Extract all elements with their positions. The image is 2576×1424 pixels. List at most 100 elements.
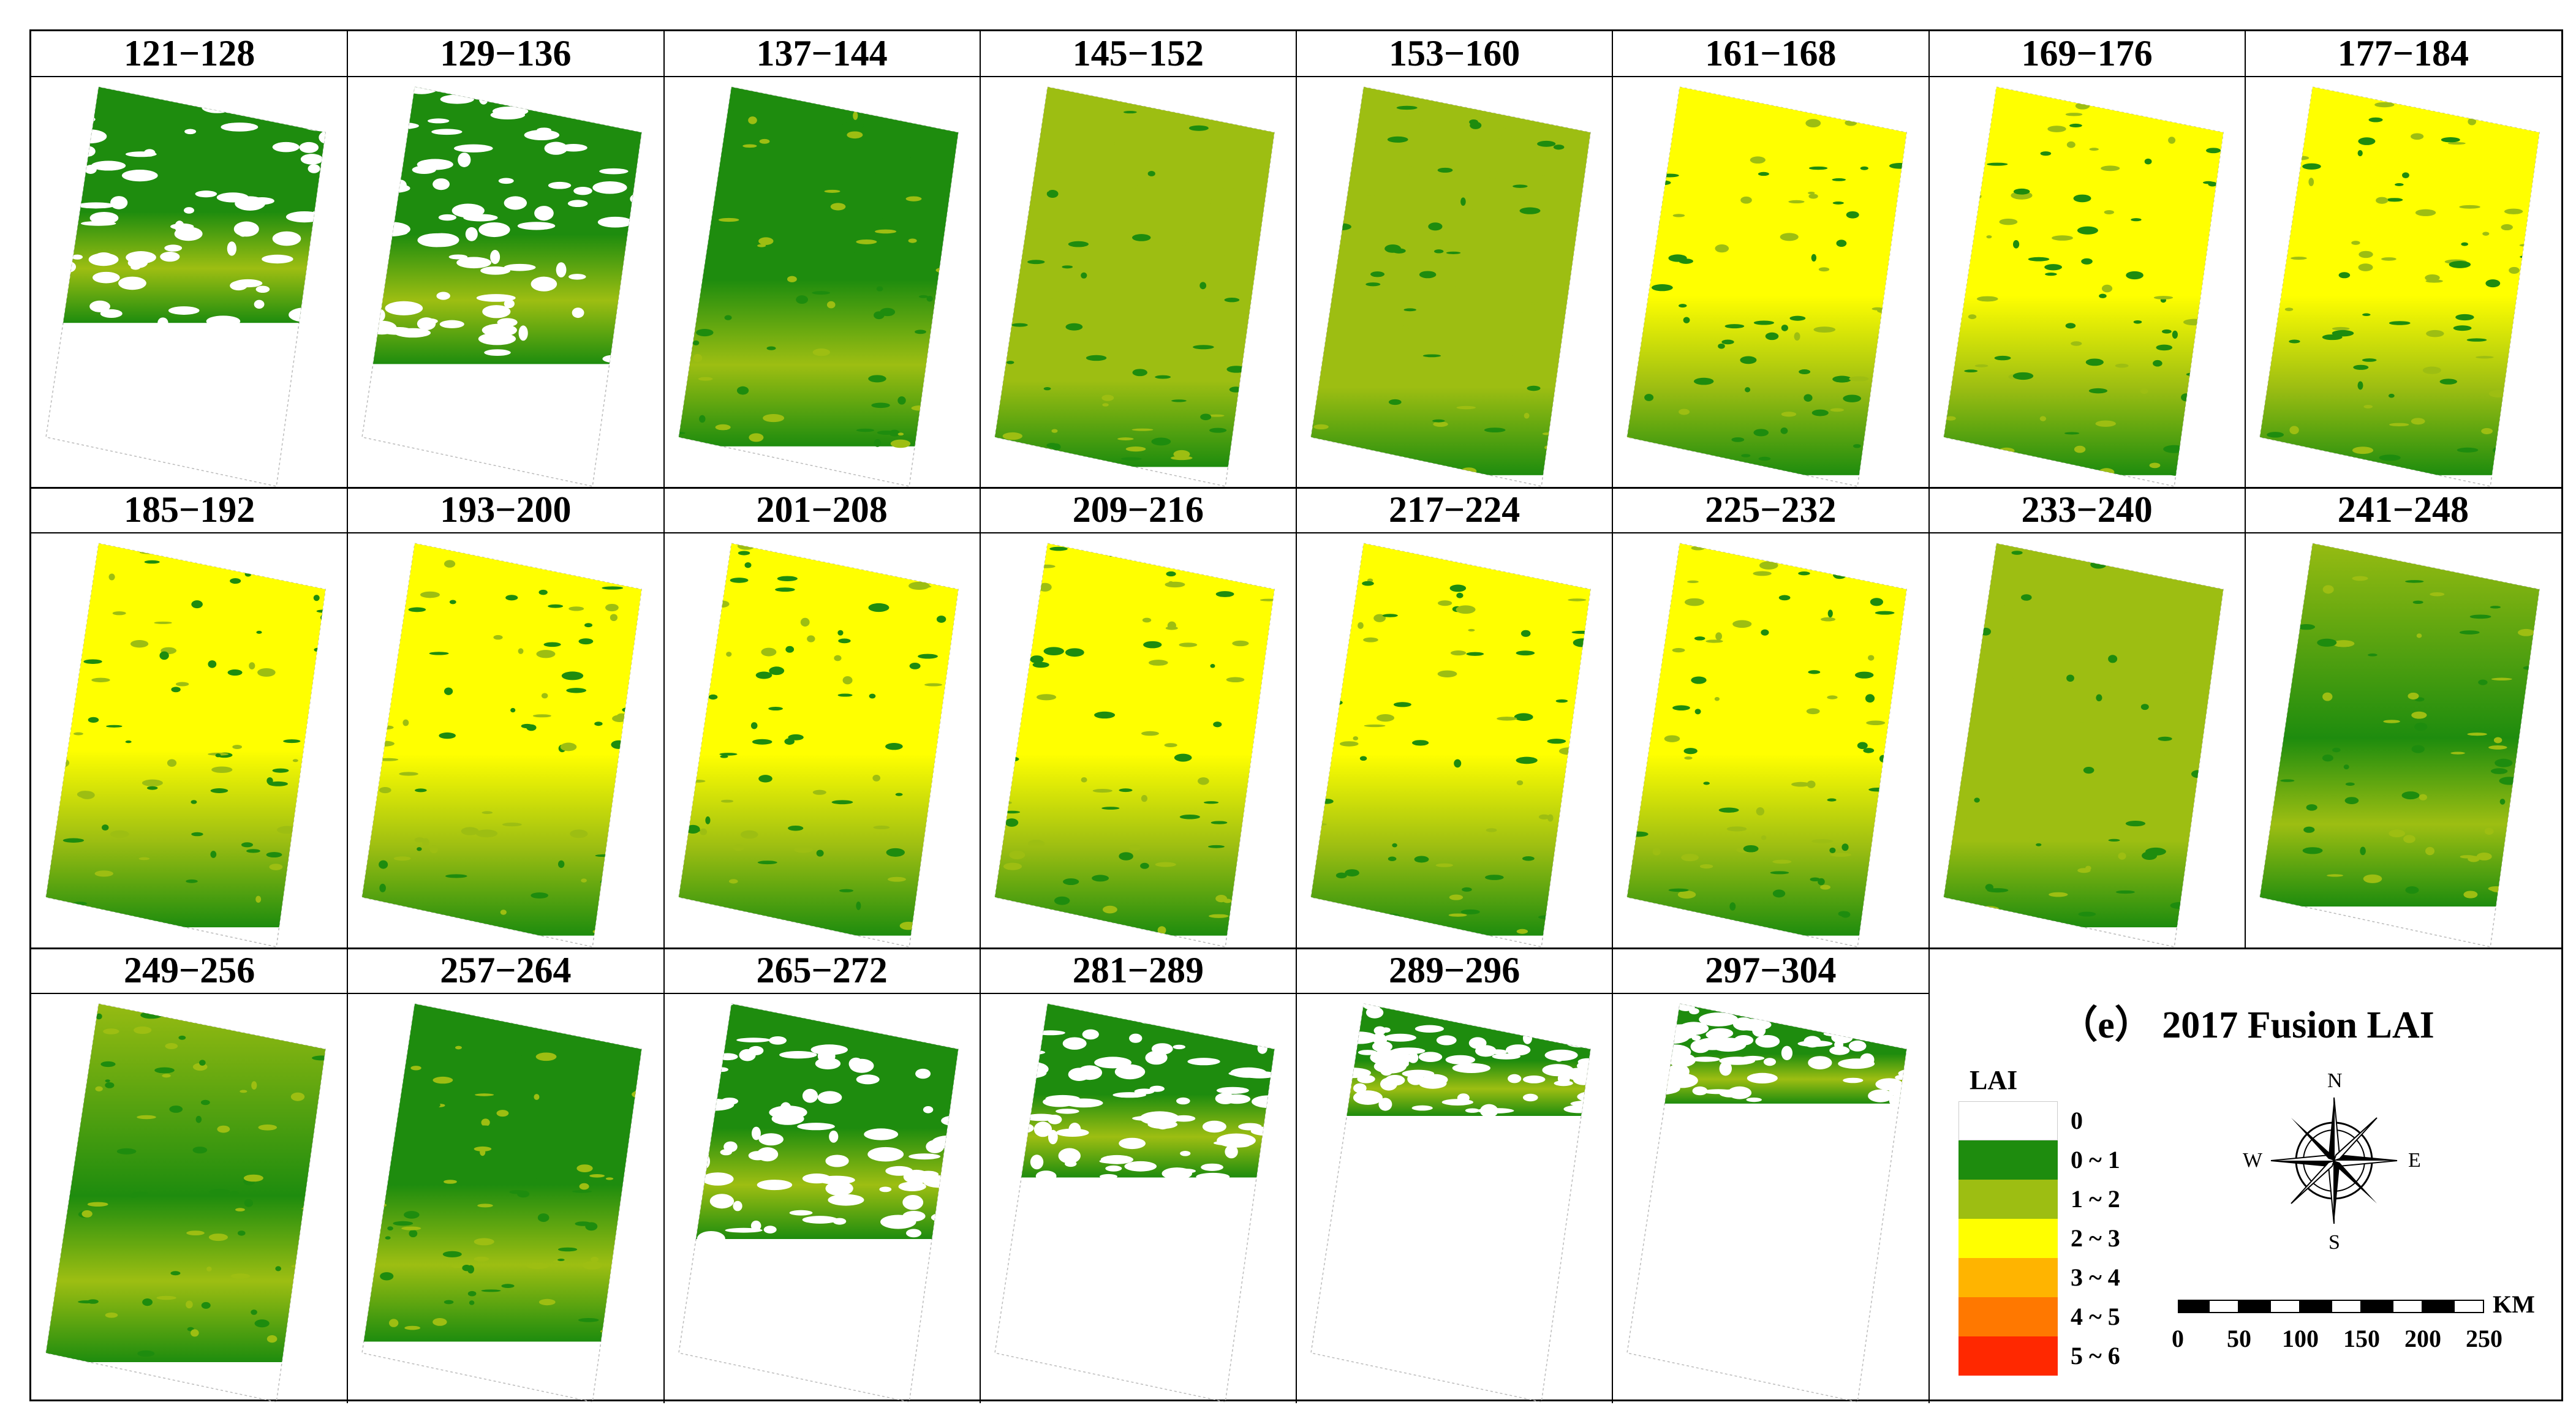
lai-texture-patch <box>1495 1004 1524 1014</box>
lai-texture-patch <box>129 1194 138 1198</box>
lai-texture-patch <box>1282 569 1295 574</box>
lai-texture-patch <box>1382 614 1398 617</box>
lai-texture-patch <box>439 732 456 739</box>
lai-texture-patch <box>1668 1024 1698 1040</box>
lai-texture-patch <box>904 219 921 227</box>
lai-texture-patch <box>2488 745 2507 750</box>
lai-texture-patch <box>372 222 411 237</box>
lai-texture-patch <box>1770 1004 1807 1008</box>
lai-texture-patch <box>353 1061 361 1064</box>
lai-texture-patch <box>474 1125 493 1130</box>
lai-texture-patch <box>2062 684 2082 691</box>
lai-raster <box>1311 87 1591 475</box>
lai-texture-patch <box>1652 848 1661 856</box>
lai-texture-patch <box>2539 304 2550 307</box>
lai-texture-patch <box>1358 1050 1377 1055</box>
lai-texture-patch <box>362 255 382 262</box>
lai-texture-patch <box>1120 457 1142 461</box>
lai-texture-patch <box>2066 674 2074 682</box>
lai-texture-patch <box>1148 660 1168 666</box>
lai-texture-patch <box>314 279 325 292</box>
lai-texture-patch <box>2064 432 2079 435</box>
lai-fill <box>2259 87 2539 475</box>
lai-texture-patch <box>1929 418 1941 426</box>
lai-texture-patch <box>1977 734 1992 737</box>
lai-texture-patch <box>393 856 411 861</box>
lai-texture-patch <box>961 805 970 808</box>
lai-texture-patch <box>784 738 795 745</box>
lai-texture-patch <box>1994 355 2011 361</box>
lai-texture-patch <box>1849 376 1869 382</box>
lai-texture-patch <box>2013 188 2030 195</box>
lai-texture-patch <box>1731 437 1745 442</box>
lai-texture-patch <box>1380 1077 1397 1091</box>
lai-texture-patch <box>1843 394 1862 402</box>
lai-texture-patch <box>1479 1104 1498 1118</box>
lai-texture-patch <box>1472 107 1480 113</box>
lai-texture-patch <box>1820 884 1831 890</box>
lai-texture-patch <box>1829 847 1836 853</box>
lai-texture-patch <box>379 787 391 794</box>
lai-texture-patch <box>1091 875 1109 882</box>
lai-texture-patch <box>1900 860 1907 868</box>
lai-texture-patch <box>1963 369 1977 373</box>
lai-texture-patch <box>2259 207 2263 211</box>
lai-texture-patch <box>1636 1004 1661 1011</box>
lai-texture-patch <box>703 566 717 570</box>
lai-texture-patch <box>2519 255 2534 258</box>
lai-texture-patch <box>2466 338 2487 342</box>
lai-texture-patch <box>759 138 769 144</box>
lai-texture-patch <box>1093 711 1115 719</box>
lai-texture-patch <box>524 129 560 141</box>
lai-texture-patch <box>1345 869 1359 876</box>
lai-texture-patch <box>1565 1037 1591 1048</box>
lai-texture-patch <box>478 333 516 345</box>
lai-texture-patch <box>1519 207 1541 214</box>
lai-texture-patch <box>314 87 326 91</box>
grid-divider <box>1296 31 1297 1403</box>
lai-texture-patch <box>2447 141 2466 145</box>
lai-texture-patch <box>118 276 146 290</box>
panel-date-label: 233−240 <box>1928 488 2245 533</box>
lai-texture-patch <box>162 1074 171 1078</box>
lai-raster <box>994 87 1274 467</box>
lai-texture-patch <box>1275 701 1282 707</box>
lai-texture-patch <box>269 864 283 870</box>
lai-texture-patch <box>720 799 733 803</box>
lai-texture-patch <box>372 918 379 924</box>
lai-texture-patch <box>1141 731 1159 736</box>
lai-texture-patch <box>719 1201 731 1207</box>
lai-texture-patch <box>1573 349 1591 355</box>
lai-texture-patch <box>1193 291 1212 298</box>
scale-bar-segment <box>2331 1300 2362 1313</box>
lai-texture-patch <box>2259 750 2271 755</box>
lai-texture-patch <box>855 901 861 910</box>
lai-texture-patch <box>1437 375 1443 381</box>
lai-texture-patch <box>686 824 700 834</box>
lai-texture-patch <box>2344 797 2359 804</box>
lai-texture-patch <box>1460 909 1480 914</box>
lai-texture-patch <box>1445 1055 1476 1064</box>
lai-texture-patch <box>572 307 584 318</box>
lai-texture-patch <box>1694 709 1701 715</box>
lai-texture-patch <box>1185 533 1204 535</box>
lai-texture-patch <box>2198 76 2210 81</box>
lai-texture-patch <box>786 1004 810 1017</box>
lai-texture-patch <box>1005 197 1016 204</box>
lai-texture-patch <box>1159 1004 1188 1018</box>
lai-texture-patch <box>165 1043 178 1049</box>
lai-texture-patch <box>191 800 197 804</box>
lai-texture-patch <box>591 1257 599 1262</box>
lai-texture-patch <box>1650 589 1672 595</box>
lai-texture-patch <box>243 1174 263 1182</box>
lai-texture-patch <box>810 1044 848 1055</box>
lai-texture-patch <box>1836 239 1847 247</box>
lai-texture-patch <box>2338 272 2350 279</box>
lai-texture-patch <box>695 329 714 337</box>
lai-texture-patch <box>436 292 451 300</box>
lai-texture-patch <box>1378 215 1384 224</box>
lai-texture-patch <box>678 1104 683 1118</box>
lai-texture-patch <box>403 87 440 94</box>
lai-texture-patch <box>1522 1032 1532 1044</box>
panel-date-label: 297−304 <box>1612 948 1929 994</box>
